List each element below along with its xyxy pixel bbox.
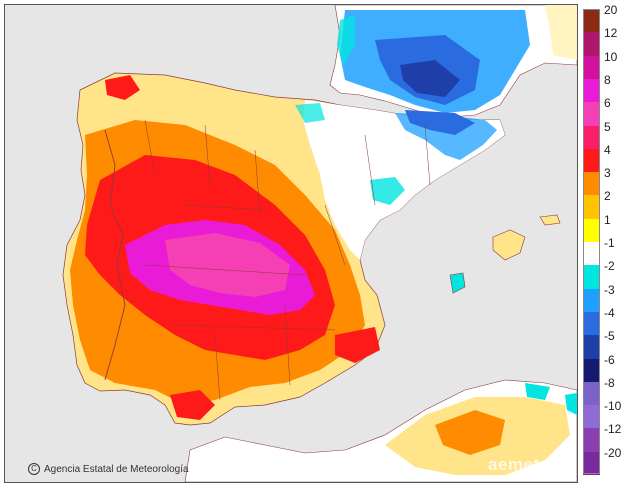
france-cyan-edge [337, 15, 355, 65]
legend-swatch [583, 311, 600, 336]
province-lines [144, 119, 431, 401]
legend-label: -2 [604, 259, 615, 274]
credit-text: Agencia Estatal de Meteorología [44, 463, 189, 475]
anomaly-map [4, 4, 578, 483]
legend-label: -3 [604, 282, 615, 297]
legend-label: 3 [604, 166, 611, 181]
legend-swatch [583, 125, 600, 150]
legend-swatch [583, 218, 600, 243]
southeast-red [335, 327, 380, 363]
legend-swatch [583, 9, 600, 33]
africa-cyan-patch-2 [565, 393, 577, 415]
legend-swatch [583, 172, 600, 196]
legend-swatch [583, 242, 600, 266]
ebro-cyan [370, 177, 405, 205]
france-deepest-cold [400, 60, 460, 97]
ibiza [449, 272, 466, 294]
legend-label: 2 [604, 189, 611, 204]
catalonia-deep-cold [405, 110, 475, 135]
legend-swatch [583, 32, 600, 57]
mallorca [492, 229, 526, 261]
south-warm-red [170, 390, 215, 420]
africa-warm-orange [435, 410, 505, 455]
portugal-border [104, 129, 126, 381]
map-svg [5, 5, 577, 482]
watermark-logo: aemet [488, 455, 540, 474]
legend-swatch [583, 405, 600, 429]
legend-label: 1 [604, 212, 611, 227]
legend-label: -1 [604, 236, 615, 250]
legend-swatch [583, 288, 600, 313]
alps-yellow [545, 5, 577, 60]
legend-label: 4 [604, 142, 611, 157]
legend-label: 8 [604, 72, 611, 87]
aragon-cyan [295, 103, 325, 123]
africa-cyan-patch [525, 383, 550, 400]
menorca [539, 214, 561, 226]
legend-label: -4 [604, 305, 615, 320]
legend-swatch [583, 102, 600, 126]
legend-label: -5 [604, 329, 615, 344]
color-legend: 20 12 10 8 6 5 4 3 2 1 -1 -2 -3 -4 -5 -6 -8 -10 -12 -20 [583, 4, 630, 479]
legend-swatch [583, 358, 600, 383]
legend-swatch [583, 428, 600, 453]
legend-label: -6 [604, 352, 615, 367]
legend-label: 6 [604, 96, 611, 111]
legend-label: 10 [604, 49, 618, 64]
legend-swatch [583, 335, 600, 359]
legend-label: 12 [604, 26, 618, 41]
legend-swatch [583, 148, 600, 173]
legend-label: -8 [604, 375, 615, 390]
legend-swatch [583, 78, 600, 103]
legend-swatch [583, 381, 600, 406]
interior-warm-pink [165, 233, 290, 297]
north-warm-red [105, 75, 140, 100]
legend-swatch [583, 195, 600, 220]
legend-label: -20 [604, 445, 622, 460]
legend-swatch [583, 55, 600, 80]
legend-label: -12 [604, 422, 622, 437]
legend-swatch [583, 451, 600, 476]
legend-swatch [583, 265, 600, 290]
legend-label: 5 [604, 119, 611, 134]
credit-line: C Agencia Estatal de Meteorología [28, 463, 189, 475]
legend-label: 20 [604, 3, 618, 17]
copyright-icon: C [28, 463, 40, 475]
legend-label: -10 [604, 399, 622, 414]
